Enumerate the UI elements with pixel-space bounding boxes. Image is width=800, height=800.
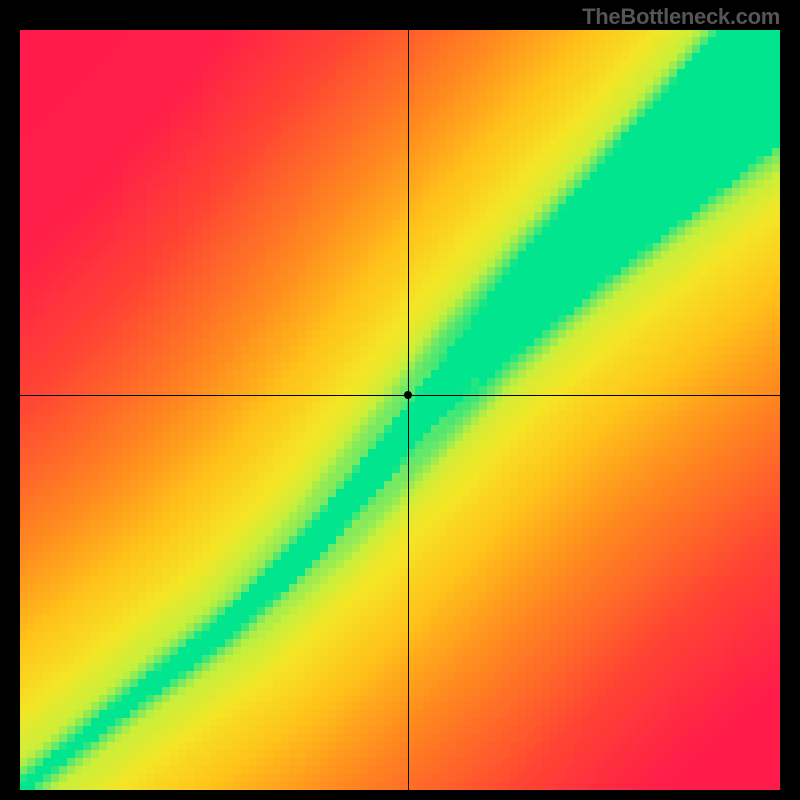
heatmap-canvas: [20, 30, 780, 790]
watermark-text: TheBottleneck.com: [582, 4, 780, 30]
crosshair-vertical: [408, 30, 409, 790]
crosshair-marker[interactable]: [404, 391, 412, 399]
heatmap-plot: [20, 30, 780, 790]
crosshair-horizontal: [20, 395, 780, 396]
